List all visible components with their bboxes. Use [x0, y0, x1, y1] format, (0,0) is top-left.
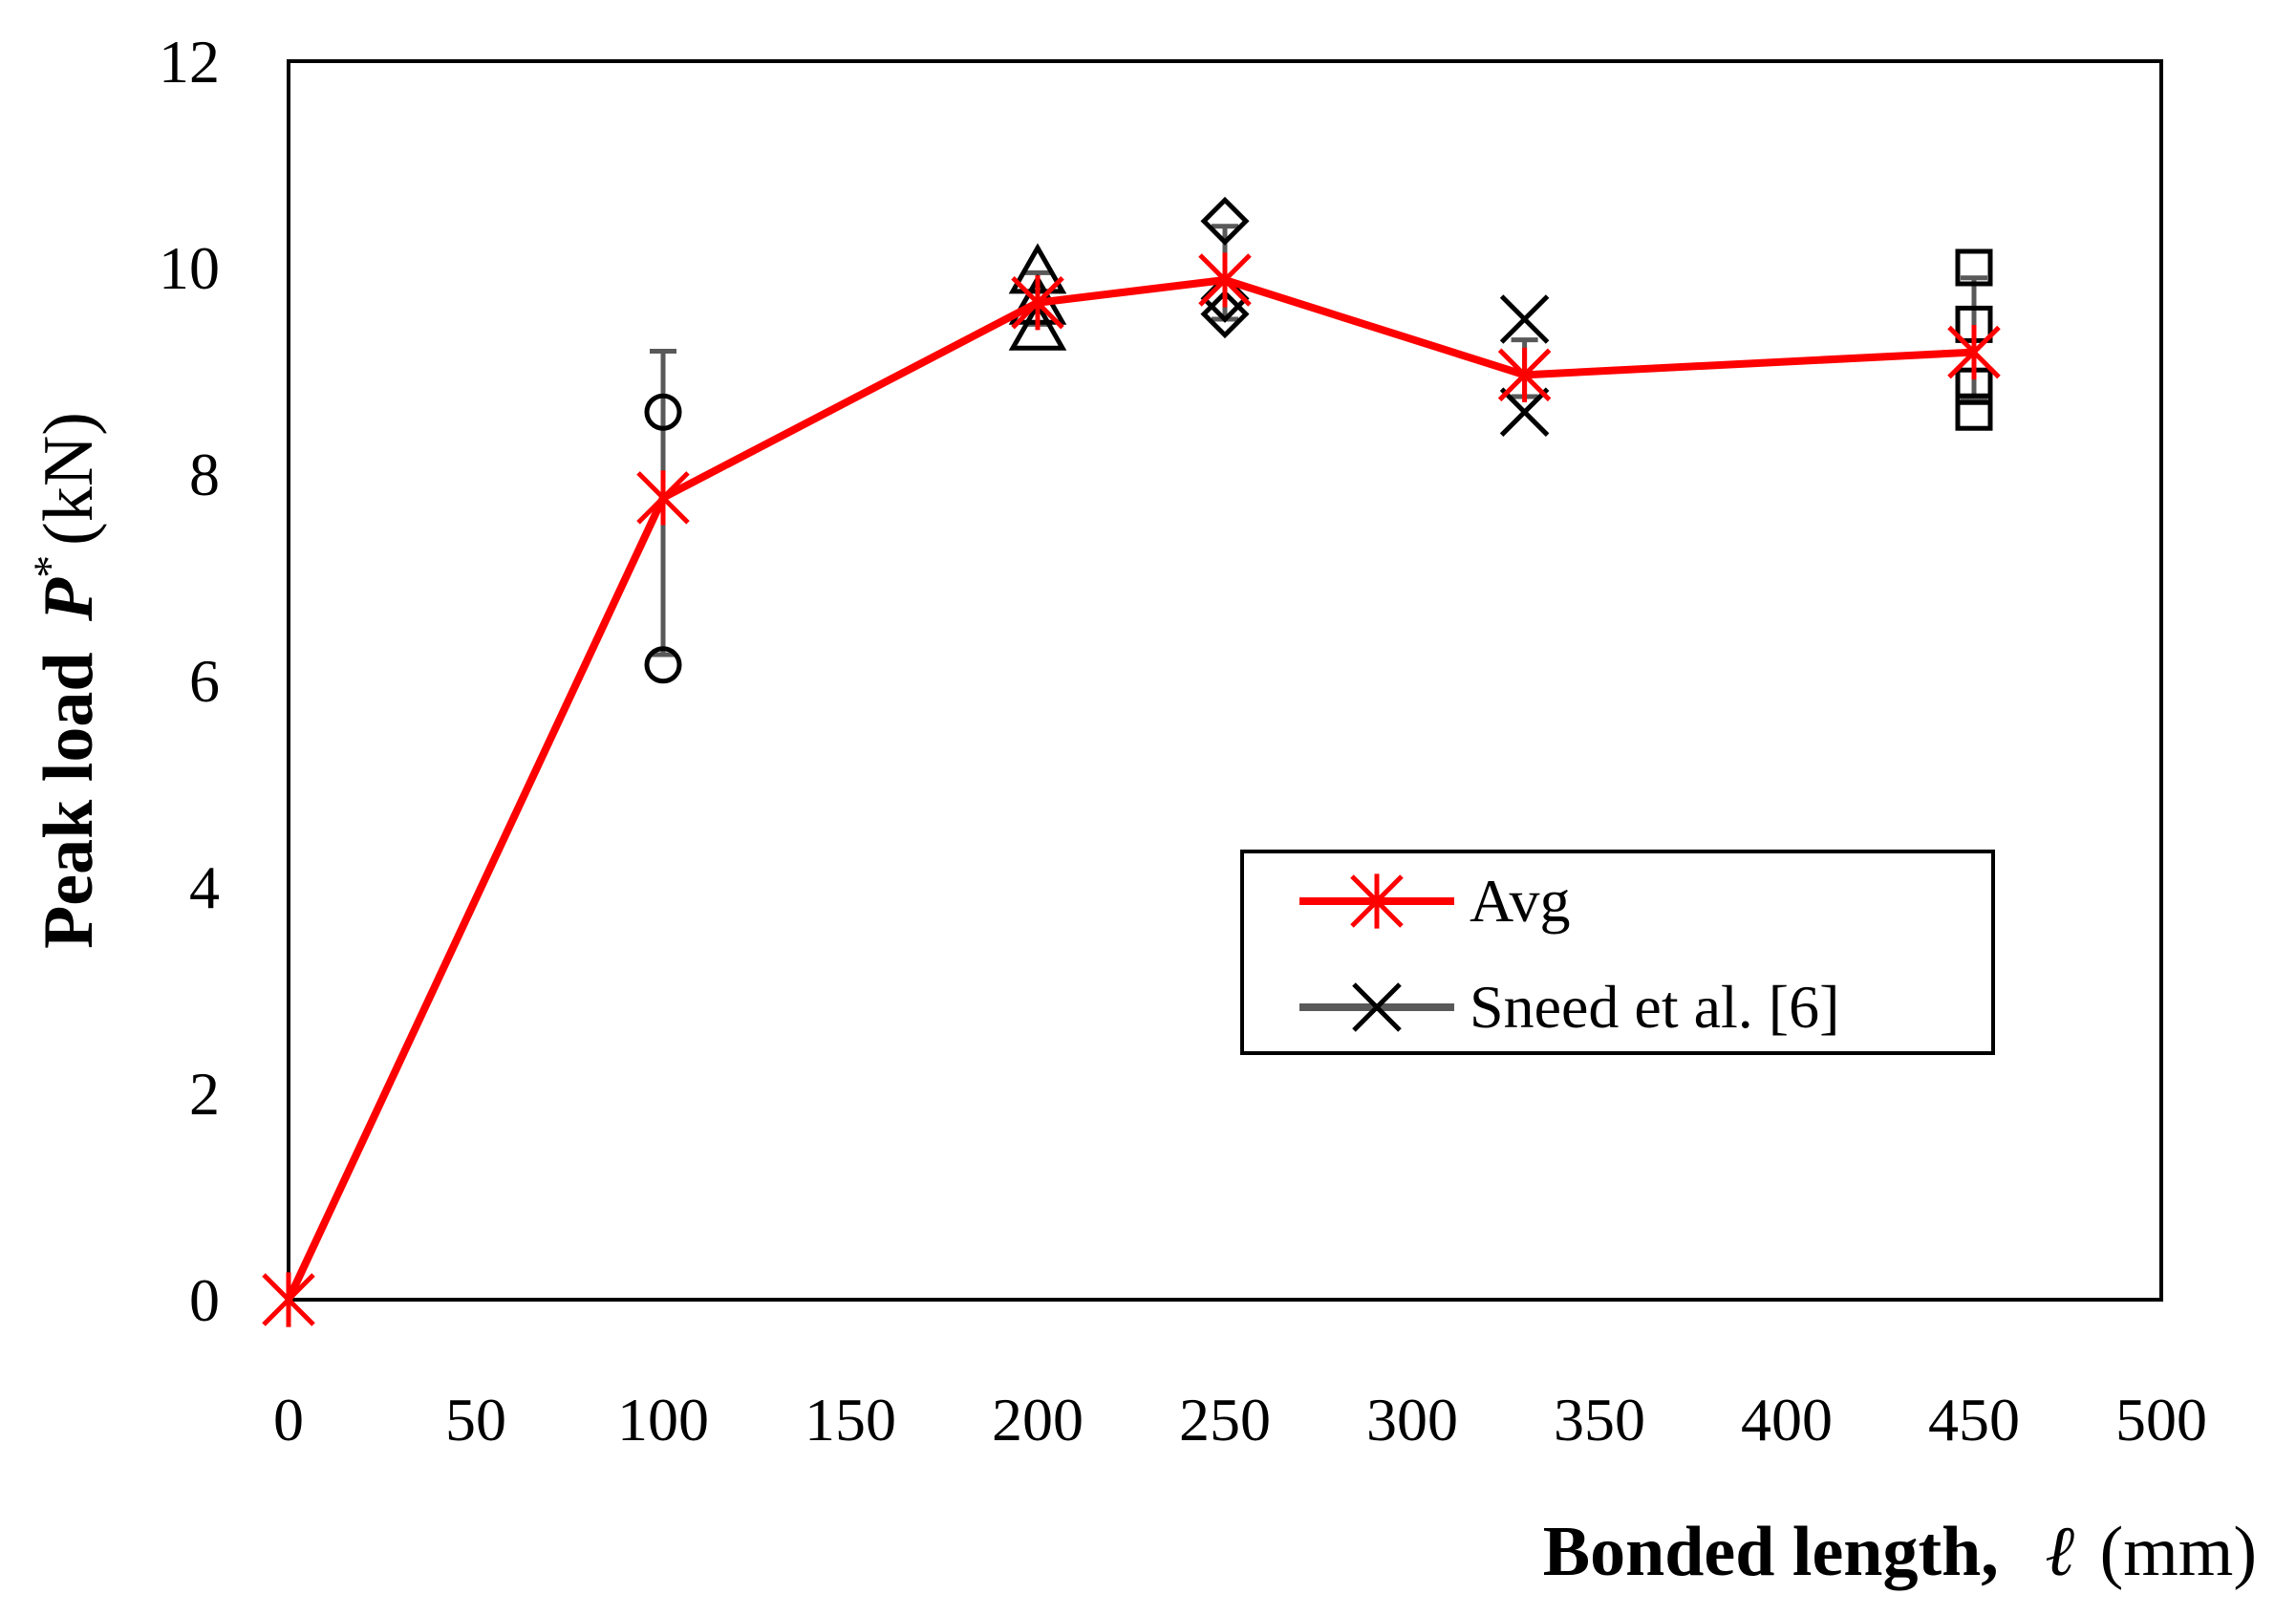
specimen-marker-triangle — [1008, 299, 1067, 351]
legend: Avg Sneed et al. [6] — [1240, 850, 1995, 1055]
x-tick-label: 450 — [1928, 1386, 2020, 1454]
specimen-marker-circle — [644, 646, 682, 684]
avg-point-marker — [1198, 252, 1252, 308]
legend-item-sneed: Sneed et al. [6] — [1299, 973, 1839, 1041]
x-tick-label: 150 — [805, 1386, 896, 1454]
x-tick-label: 50 — [445, 1386, 506, 1454]
avg-point-marker — [1947, 324, 2001, 380]
x-tick-label: 250 — [1179, 1386, 1271, 1454]
avg-line — [285, 275, 1975, 1302]
x-tick-label: 350 — [1554, 1386, 1645, 1454]
y-tick-label: 2 — [189, 1060, 220, 1128]
y-tick-label: 0 — [189, 1266, 220, 1334]
avg-series — [262, 252, 2001, 1327]
x-tick-labels: 0 50 100 150 200 250 300 350 400 450 500 — [273, 1386, 2207, 1454]
legend-sneed-label: Sneed et al. [6] — [1470, 973, 1839, 1041]
y-tick-labels: 0 2 4 6 8 10 12 — [159, 28, 220, 1334]
legend-x-icon — [1352, 982, 1402, 1032]
y-tick-label: 8 — [189, 441, 220, 508]
y-tick-label: 4 — [189, 853, 220, 921]
specimen-marker-diamond — [1200, 290, 1250, 339]
x-axis-title: Bonded length, ℓ (mm) — [1543, 1513, 2257, 1591]
specimen-marker-square — [1955, 393, 1993, 431]
specimen-marker-square — [1955, 248, 1993, 287]
y-tick-label: 10 — [159, 234, 220, 302]
x-tick-label: 300 — [1366, 1386, 1458, 1454]
legend-item-avg: Avg — [1299, 867, 1570, 935]
x-tick-label: 100 — [617, 1386, 709, 1454]
x-tick-label: 400 — [1741, 1386, 1833, 1454]
x-tick-label: 0 — [273, 1386, 304, 1454]
specimen-marker-x — [1499, 294, 1550, 344]
specimen-marker-circle — [644, 393, 682, 431]
y-tick-label: 6 — [189, 647, 220, 715]
avg-point-marker — [1011, 275, 1064, 331]
y-axis-title: Peak load P*(kN) — [25, 412, 108, 949]
y-tick-label: 12 — [159, 28, 220, 96]
legend-sneed-marker — [1352, 982, 1402, 1032]
avg-point-marker — [1497, 347, 1552, 402]
legend-asterisk-icon — [1350, 873, 1404, 929]
specimen-marker-diamond — [1200, 196, 1250, 246]
legend-avg-marker — [1350, 873, 1404, 929]
legend-avg-label: Avg — [1470, 867, 1570, 935]
x-tick-label: 500 — [2115, 1386, 2207, 1454]
avg-point-marker — [262, 1272, 315, 1327]
avg-point-marker — [636, 470, 690, 526]
specimen-marker-x — [1499, 387, 1550, 437]
x-tick-label: 200 — [992, 1386, 1084, 1454]
